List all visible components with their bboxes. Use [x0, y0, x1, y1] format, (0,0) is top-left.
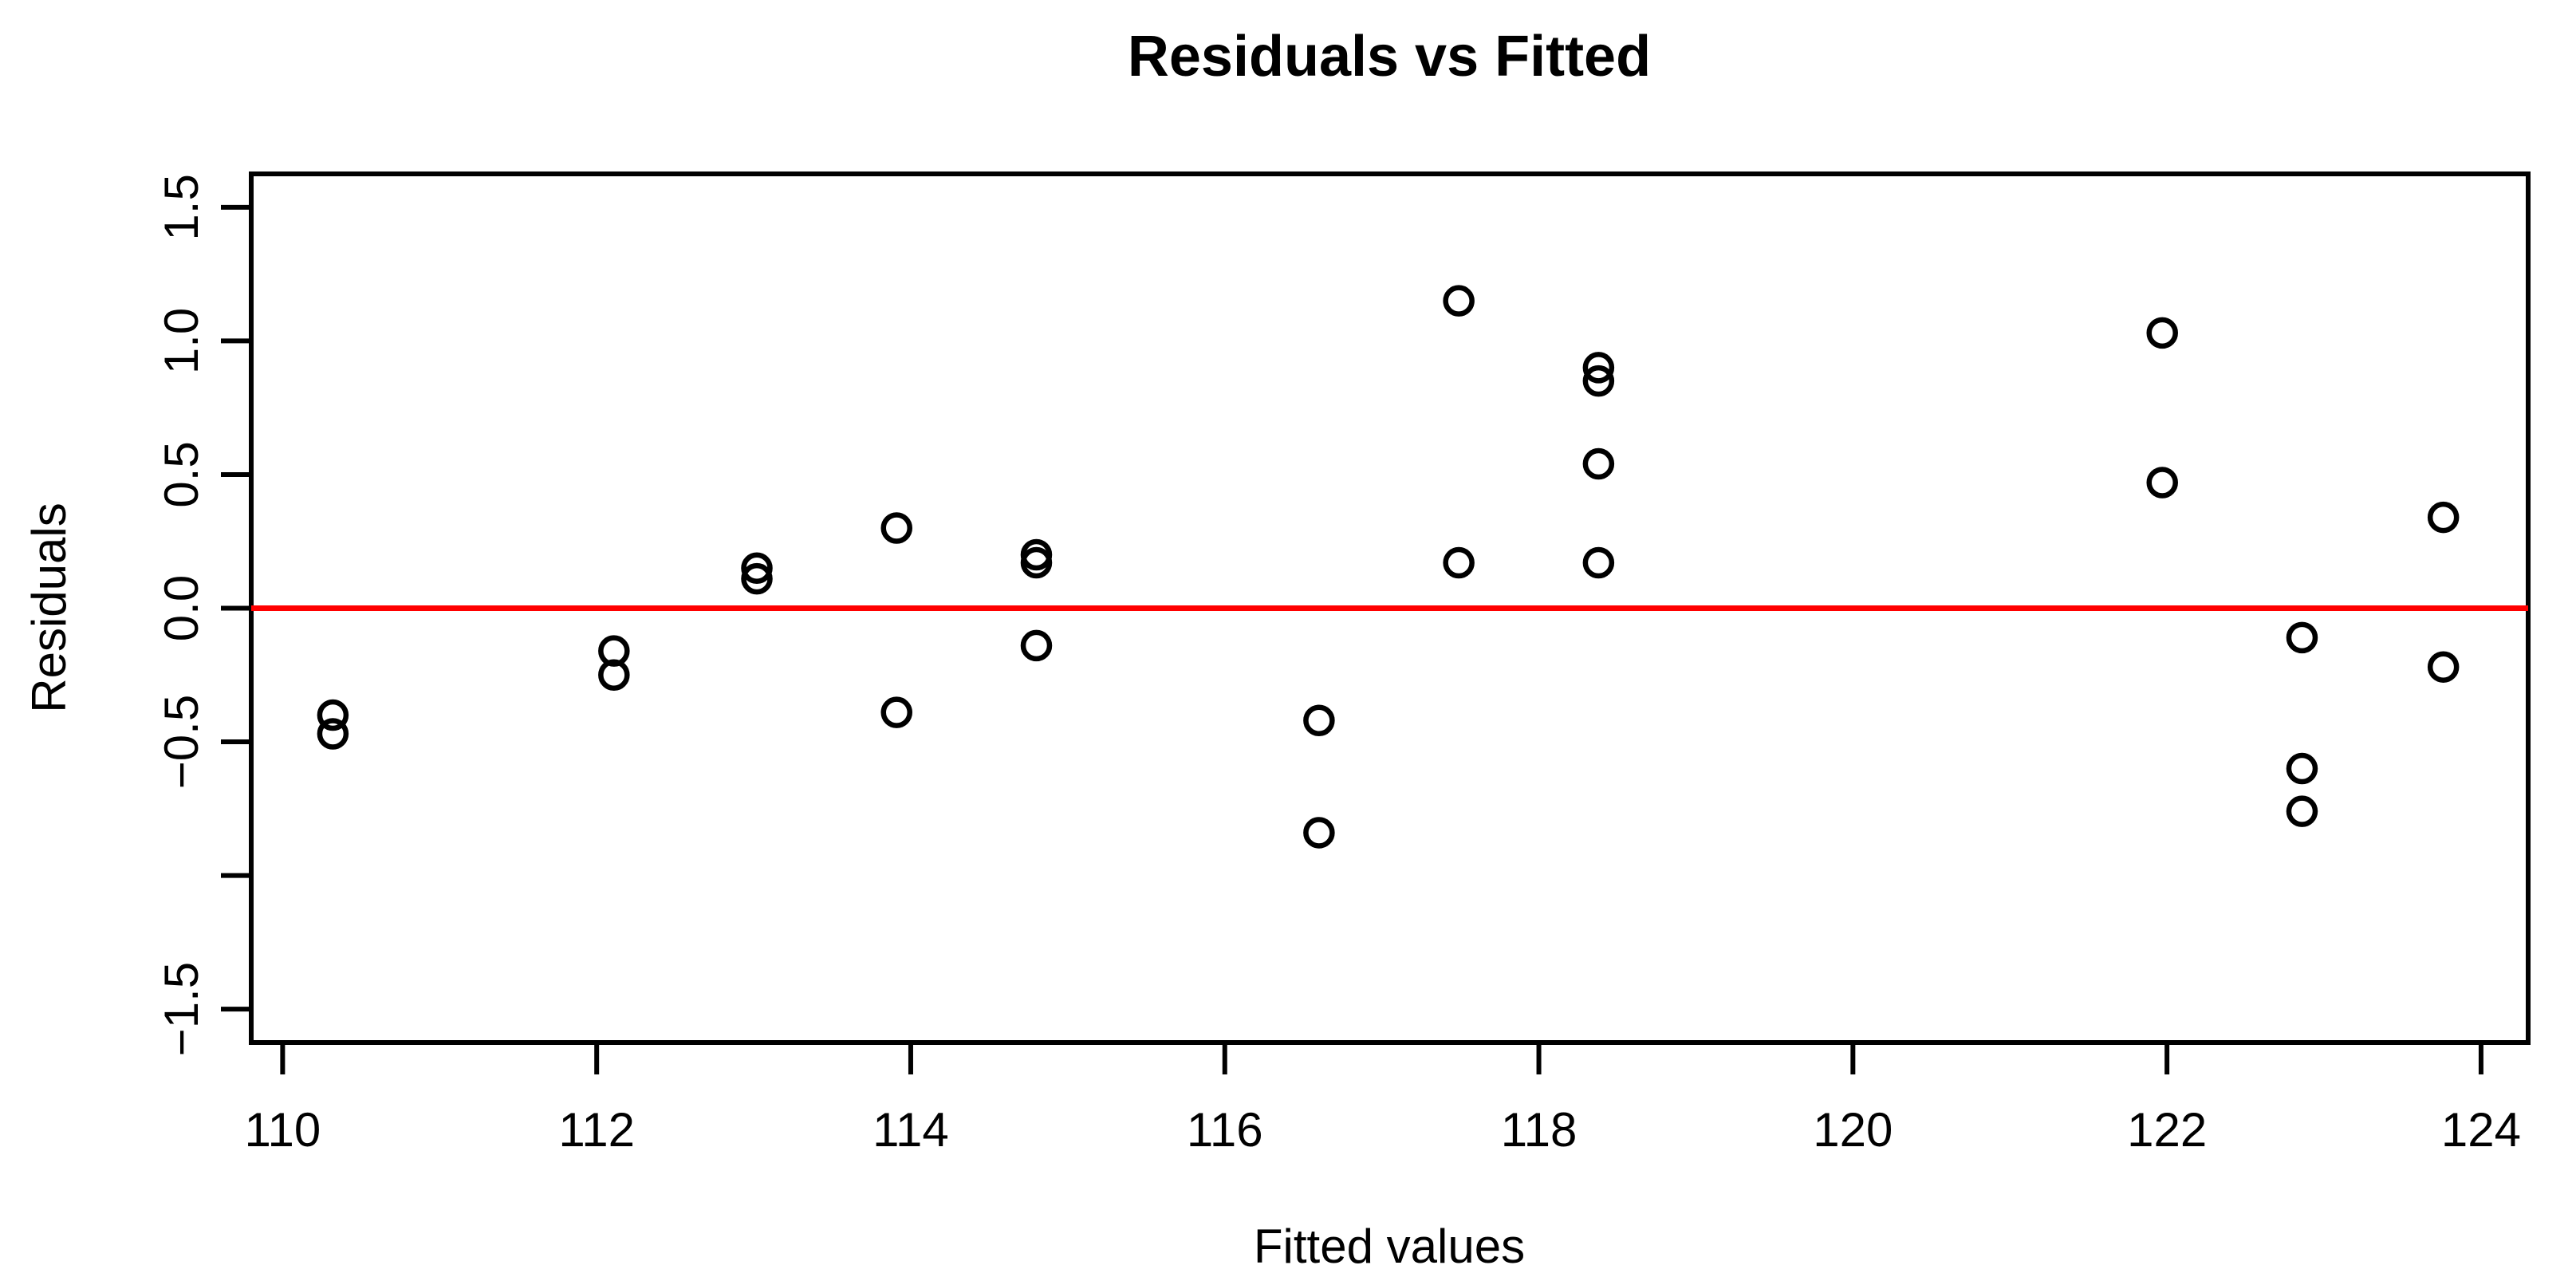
x-tick-label: 110: [245, 1103, 321, 1157]
data-point: [1443, 546, 1475, 579]
data-point: [880, 696, 912, 728]
chart-title: Residuals vs Fitted: [1128, 25, 1651, 89]
y-axis-title: Residuals: [22, 503, 76, 712]
x-tick-label: 120: [1813, 1103, 1893, 1157]
data-point: [880, 512, 912, 544]
data-point: [2286, 752, 2318, 785]
x-tick-label: 124: [2441, 1103, 2521, 1157]
data-point: [2146, 317, 2178, 349]
data-point: [2427, 651, 2460, 683]
data-point: [2286, 795, 2318, 827]
x-tick-label: 112: [558, 1103, 635, 1157]
y-tick-label: 1.5: [155, 174, 208, 240]
y-axis-tick-labels: 1.5 1.0 0.5 0.0 −0.5 −1.5: [155, 174, 208, 1056]
data-point: [317, 718, 349, 750]
data-point: [2427, 501, 2460, 534]
y-axis-ticks: [221, 204, 251, 1012]
x-tick-label: 114: [872, 1103, 949, 1157]
data-point: [598, 659, 630, 692]
x-tick-label: 116: [1187, 1103, 1263, 1157]
data-point: [1582, 447, 1615, 480]
x-axis-ticks: [280, 1043, 2483, 1074]
data-point: [1443, 285, 1475, 317]
y-tick-label: −1.5: [155, 962, 208, 1056]
x-axis-tick-labels: 110 112 114 116 118 120 122 124: [245, 1103, 2521, 1157]
x-tick-label: 118: [1501, 1103, 1578, 1157]
data-point: [1020, 546, 1053, 579]
data-point: [1303, 817, 1335, 849]
x-axis-title: Fitted values: [1254, 1220, 1525, 1273]
data-point: [741, 562, 773, 595]
data-point: [2286, 621, 2318, 654]
y-tick-label: 0.5: [155, 441, 208, 507]
data-point: [1582, 546, 1615, 579]
y-tick-label: −0.5: [155, 695, 208, 789]
data-point: [1020, 629, 1053, 662]
y-tick-label: 1.0: [155, 308, 208, 374]
data-point: [1582, 365, 1615, 397]
data-points: [317, 285, 2460, 849]
y-tick-label: 0.0: [155, 575, 208, 641]
data-point: [1582, 352, 1615, 384]
x-tick-label: 122: [2127, 1103, 2207, 1157]
data-point: [1303, 704, 1335, 736]
data-point: [317, 699, 349, 731]
data-point: [741, 552, 773, 584]
data-point: [2146, 467, 2178, 499]
